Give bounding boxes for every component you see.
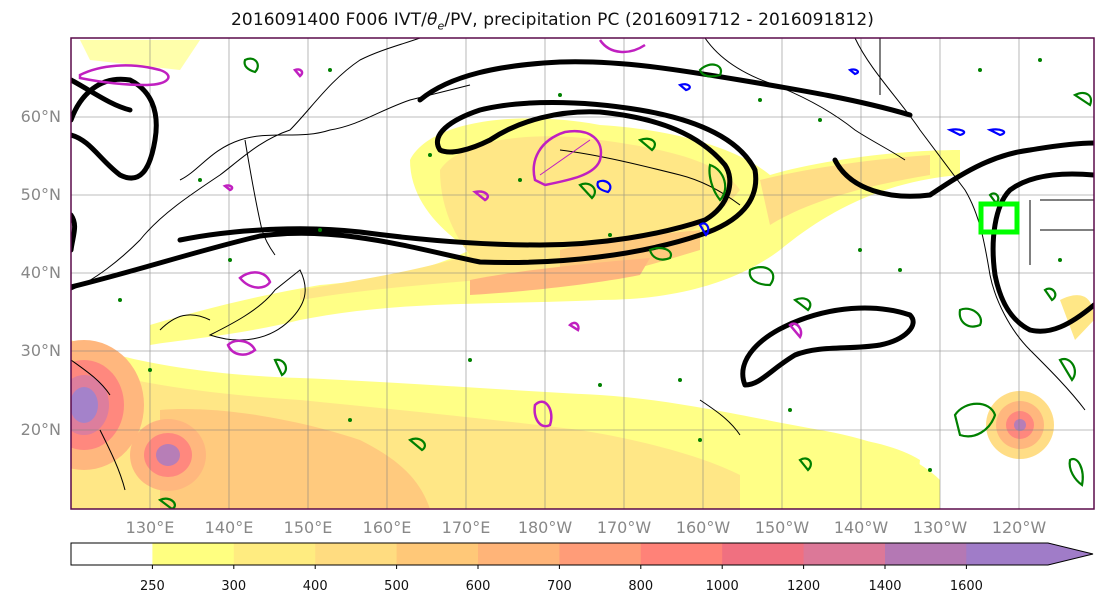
colorbar-segment bbox=[71, 543, 153, 565]
colorbar-tick-label: 600 bbox=[466, 579, 491, 594]
ivt-jet-core bbox=[300, 136, 740, 300]
colorbar-tick-label: 1000 bbox=[706, 579, 739, 594]
lon-label-150w: 150°W bbox=[755, 518, 810, 537]
lon-label-180w: 180°W bbox=[518, 518, 573, 537]
lon-label-140e: 140°E bbox=[205, 518, 254, 537]
pv-jet-contour bbox=[71, 100, 759, 290]
lon-label-170e: 170°E bbox=[442, 518, 491, 537]
colorbar-segment bbox=[722, 543, 805, 565]
colorbar-tick-label: 700 bbox=[547, 579, 572, 594]
colorbar-segment bbox=[396, 543, 479, 565]
colorbar-segment bbox=[315, 543, 398, 565]
map-title: 2016091400 F006 IVT/θe/PV, precipitation… bbox=[230, 10, 874, 33]
colorbar-extend-arrow bbox=[966, 543, 1093, 565]
colorbar-segment bbox=[885, 543, 967, 565]
colorbar bbox=[70, 542, 1094, 566]
colorbar-tick-label: 1200 bbox=[787, 579, 820, 594]
colorbar-tick-label: 500 bbox=[384, 579, 409, 594]
colorbar-segment bbox=[640, 543, 723, 565]
theta-contours bbox=[78, 39, 803, 428]
blue-contours bbox=[596, 68, 1006, 237]
lon-label-160e: 160°E bbox=[363, 518, 412, 537]
map-frame bbox=[70, 37, 1095, 510]
colorbar-segment bbox=[478, 543, 560, 565]
lon-label-120w: 120°W bbox=[992, 518, 1047, 537]
pv-east-contour bbox=[832, 140, 1094, 199]
pv-cutoff-low bbox=[740, 305, 916, 388]
colorbar-segment bbox=[803, 543, 886, 565]
ivt-jet-max2 bbox=[470, 258, 650, 295]
colorbar-tick-label: 400 bbox=[303, 579, 328, 594]
pv-north-contour bbox=[417, 59, 913, 118]
precip-contours bbox=[157, 57, 1093, 509]
colorbar-outline bbox=[70, 542, 1094, 566]
ivt-tropical-orange bbox=[160, 409, 430, 509]
lat-labels: 60°N 50°N 40°N 30°N 20°N bbox=[21, 107, 61, 439]
target-box bbox=[978, 201, 1020, 235]
lat-label-30: 30°N bbox=[21, 341, 61, 360]
map-layers bbox=[71, 38, 1094, 509]
lat-label-50: 50°N bbox=[21, 185, 61, 204]
pv-contours bbox=[71, 59, 1094, 388]
lon-labels: 130°E 140°E 150°E 160°E 170°E 180°W 170°… bbox=[126, 518, 1047, 537]
lon-label-130e: 130°E bbox=[126, 518, 175, 537]
precip-dots bbox=[118, 58, 1062, 472]
colorbar-tick-label: 800 bbox=[628, 579, 653, 594]
lon-label-160w: 160°W bbox=[676, 518, 731, 537]
colorbar-tick-label: 1400 bbox=[868, 579, 901, 594]
colorbar-tick-label: 1600 bbox=[950, 579, 983, 594]
lat-label-40: 40°N bbox=[21, 263, 61, 282]
pv-coast-contour bbox=[990, 171, 1094, 334]
colorbar-segment bbox=[233, 543, 316, 565]
colorbar-tick-label: 250 bbox=[140, 579, 165, 594]
lon-label-130w: 130°W bbox=[913, 518, 968, 537]
lat-label-60: 60°N bbox=[21, 107, 61, 126]
colorbar-labels: 250 300 400 500 600 700 800 1000 1200 1400 1600 bbox=[140, 565, 983, 594]
lon-label-150e: 150°E bbox=[284, 518, 333, 537]
pv-west-contour bbox=[71, 76, 159, 181]
colorbar-tick-label: 300 bbox=[221, 579, 246, 594]
lon-label-140w: 140°W bbox=[834, 518, 889, 537]
lon-label-170w: 170°W bbox=[597, 518, 652, 537]
lat-label-20: 20°N bbox=[21, 420, 61, 439]
colorbar-segment bbox=[559, 543, 642, 565]
ivt-shading bbox=[71, 40, 1094, 509]
colorbar-segment bbox=[152, 543, 235, 565]
